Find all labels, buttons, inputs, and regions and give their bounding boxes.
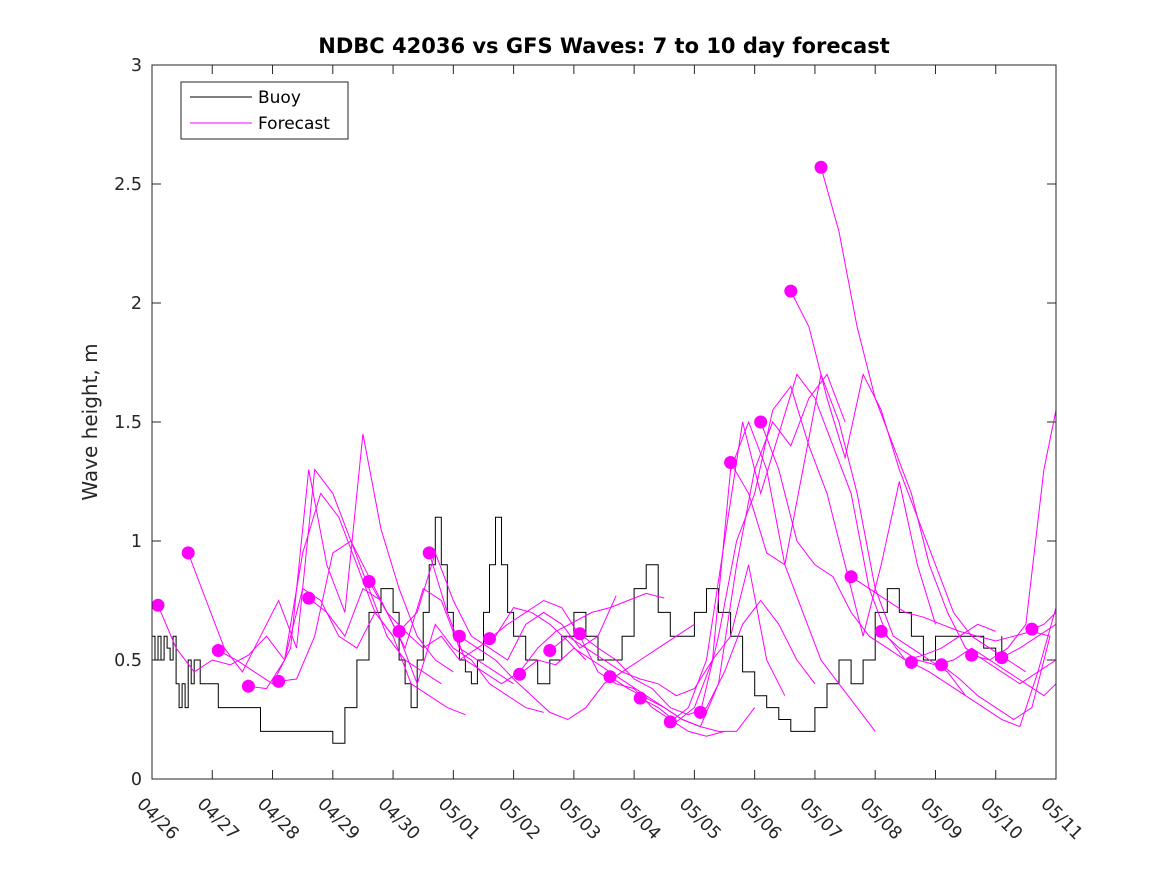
forecast-start-marker-19 xyxy=(724,456,738,469)
forecast-line-23 xyxy=(850,576,1051,642)
forecast-line-12 xyxy=(519,647,756,732)
ticks-layer xyxy=(151,64,1057,780)
forecast-start-marker-4 xyxy=(241,679,255,693)
forecast-start-marker-16 xyxy=(633,691,647,705)
forecast-start-marker-11 xyxy=(483,632,496,646)
forecast-start-marker-10 xyxy=(452,629,466,643)
forecast-line-6 xyxy=(308,587,544,713)
legend-buoy-label: Buoy xyxy=(258,88,301,108)
y-tick-label: 3 xyxy=(131,56,142,76)
plot-area xyxy=(152,65,1056,779)
buoy-series xyxy=(152,516,1003,744)
forecast-line-21 xyxy=(790,290,1027,673)
forecast-start-marker-24 xyxy=(874,624,888,638)
forecast-line-27 xyxy=(971,410,1057,661)
forecast-start-marker-9 xyxy=(422,546,436,560)
forecast-start-marker-17 xyxy=(663,715,677,729)
forecast-start-marker-12 xyxy=(513,667,527,681)
forecast-start-marker-28 xyxy=(995,651,1009,665)
y-tick-labels: 0 0.5 1 1.5 2 2.5 3 xyxy=(114,56,142,790)
forecast-line-15 xyxy=(609,373,846,728)
forecast-start-marker-3 xyxy=(211,644,225,657)
forecast-line-28 xyxy=(1001,623,1057,659)
forecast-start-marker-8 xyxy=(392,624,406,638)
plot-frame xyxy=(151,64,1057,780)
forecast-start-marker-25 xyxy=(904,655,918,669)
forecast-start-marker-18 xyxy=(693,705,707,719)
y-tick-label: 0 xyxy=(131,770,142,790)
forecast-line-3 xyxy=(218,433,454,685)
forecast-start-marker-13 xyxy=(543,644,557,657)
legend: Buoy Forecast xyxy=(180,81,349,140)
forecast-line-17 xyxy=(669,373,906,723)
forecast-line-10 xyxy=(459,623,695,721)
forecast-line-1 xyxy=(157,492,394,673)
forecast-line-9 xyxy=(428,552,665,685)
buoy-line xyxy=(152,516,1003,744)
forecast-start-marker-1 xyxy=(151,598,165,612)
forecast-line-4 xyxy=(248,587,466,716)
forecast-start-marker-7 xyxy=(362,575,376,588)
forecast-start-marker-27 xyxy=(965,648,979,662)
forecast-line-26 xyxy=(941,636,1051,721)
y-tick-label: 0.5 xyxy=(114,651,142,671)
legend-box xyxy=(180,81,349,140)
forecast-line-25 xyxy=(911,607,1057,728)
forecast-start-marker-14 xyxy=(573,627,587,641)
y-tick-label: 1.5 xyxy=(114,413,142,433)
forecast-start-marker-29 xyxy=(1025,622,1039,636)
forecast-start-marker-22 xyxy=(814,160,828,174)
forecast-start-marker-5 xyxy=(272,674,286,688)
chart-title: NDBC 42036 vs GFS Waves: 7 to 10 day for… xyxy=(318,34,889,58)
forecast-line-13 xyxy=(549,564,786,697)
forecast-line-20 xyxy=(760,421,996,661)
forecast-start-marker-20 xyxy=(754,415,768,429)
legend-forecast-label: Forecast xyxy=(258,114,330,134)
y-axis-label: Wave height, m xyxy=(78,343,102,500)
y-tick-label: 2.5 xyxy=(114,175,142,195)
forecast-line-19 xyxy=(730,372,966,697)
forecast-line-18 xyxy=(699,385,936,713)
forecast-start-marker-26 xyxy=(935,658,948,672)
forecast-start-marker-6 xyxy=(302,591,316,605)
forecast-start-marker-23 xyxy=(844,570,858,584)
forecast-start-marker-21 xyxy=(784,284,798,298)
y-tick-label: 2 xyxy=(131,294,142,314)
forecast-start-marker-15 xyxy=(603,670,617,684)
forecast-line-22 xyxy=(820,167,1057,685)
forecast-start-marker-2 xyxy=(181,546,195,560)
forecast-series-group xyxy=(151,160,1057,737)
forecast-line-16 xyxy=(639,420,876,732)
y-tick-label: 1 xyxy=(131,532,142,552)
